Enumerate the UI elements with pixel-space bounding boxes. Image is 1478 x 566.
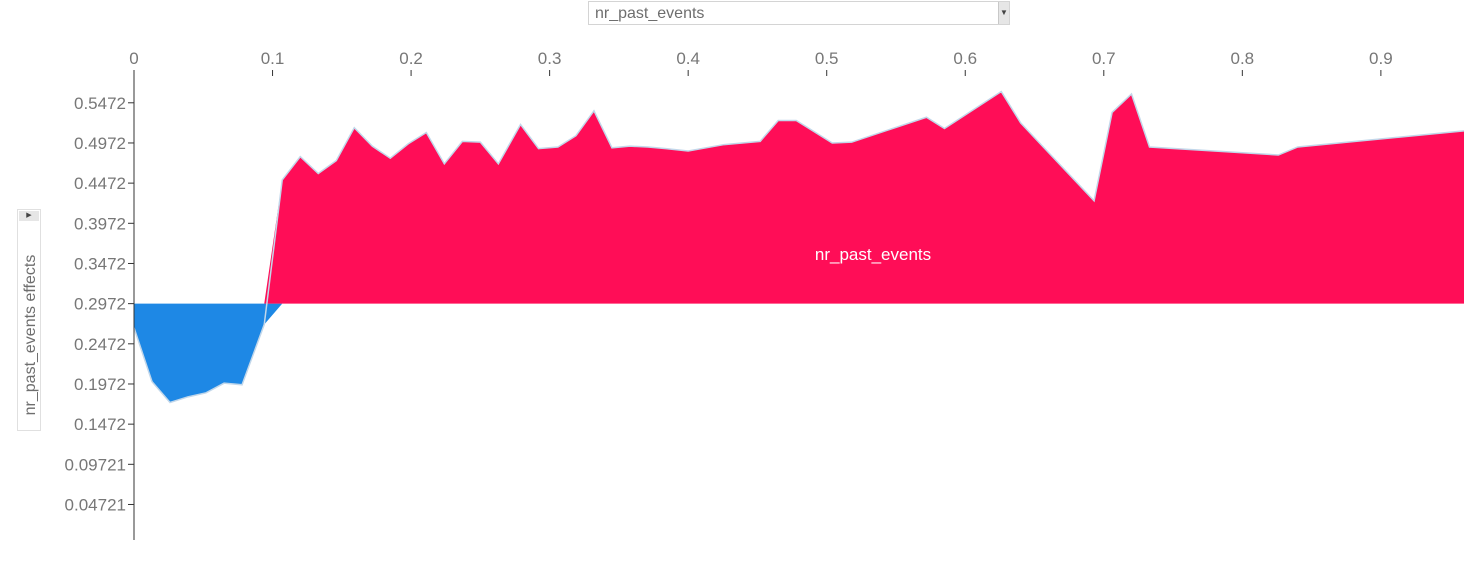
x-tick-label: 0.2	[399, 49, 423, 68]
x-tick-label: 0.6	[953, 49, 977, 68]
y-tick-label: 0.1472	[74, 415, 126, 434]
y-tick-label: 0.4972	[74, 134, 126, 153]
x-tick-label: 0.3	[538, 49, 562, 68]
y-tick-label: 0.2472	[74, 335, 126, 354]
y-tick-label: 0.04721	[65, 495, 126, 514]
y-tick-label: 0.5472	[74, 94, 126, 113]
x-tick-label: 0	[129, 49, 138, 68]
x-tick-label: 0.7	[1092, 49, 1116, 68]
area-layer	[133, 90, 1465, 404]
chevron-down-icon[interactable]: ▼	[998, 2, 1009, 24]
axis-layer: 0 0.1 0.2 0.3 0.4 0.5 0.6 0.7 0.8 0.9 0.5472 0.4972…	[65, 49, 1393, 540]
y-tick-label: 0.09721	[65, 455, 126, 474]
positive-effect-area	[134, 91, 1464, 304]
chevron-right-icon[interactable]: ▶	[19, 211, 39, 221]
y-tick-label: 0.4472	[74, 174, 126, 193]
y-axis-label: nr_past_events effects	[22, 254, 39, 416]
feature-select-value: nr_past_events	[595, 5, 705, 22]
negative-effect-area	[134, 303, 1464, 403]
y-tick-label: 0.2972	[74, 295, 126, 314]
x-tick-label: 0.4	[676, 49, 700, 68]
x-tick-label: 0.8	[1231, 49, 1255, 68]
y-tick-label: 0.3972	[74, 214, 126, 233]
x-tick-label: 0.1	[261, 49, 285, 68]
x-tick-label: 0.5	[815, 49, 839, 68]
x-tick-label: 0.9	[1369, 49, 1393, 68]
y-tick-label: 0.3472	[74, 254, 126, 273]
effect-line	[133, 90, 1465, 404]
ylabel-select[interactable]: ▶	[17, 209, 41, 431]
y-tick-label: 0.1972	[74, 375, 126, 394]
series-label: nr_past_events	[815, 245, 931, 264]
feature-select[interactable]: nr_past_events ▼	[588, 1, 1010, 25]
